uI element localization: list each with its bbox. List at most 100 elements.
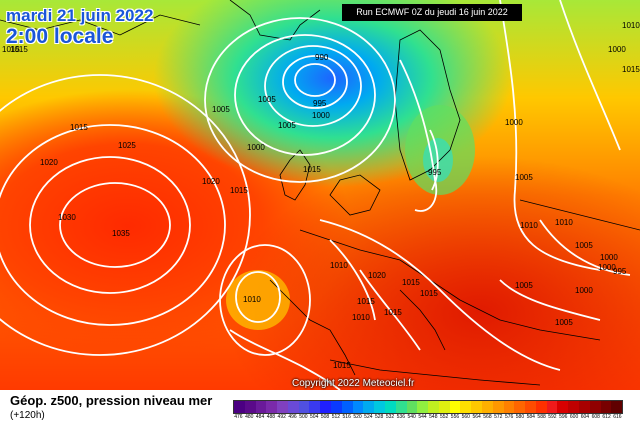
- isobar-label: 1015: [402, 278, 420, 287]
- color-swatch: [546, 401, 558, 413]
- isobar-label: 995: [428, 168, 442, 177]
- legend-subtitle: (+120h): [10, 410, 45, 421]
- color-swatch: [557, 401, 569, 413]
- isobar-label: 1015: [2, 45, 20, 54]
- forecast-time: 2:00 locale: [6, 25, 114, 48]
- isobar-label: 1015: [10, 45, 28, 54]
- legend-title: Géop. z500, pression niveau mer: [10, 393, 213, 408]
- color-swatch: [449, 401, 461, 413]
- color-swatch: [611, 401, 623, 413]
- scale-tick-label: 528: [375, 414, 384, 420]
- isobar-label: 1010: [622, 21, 640, 30]
- scale-tick-label: 520: [353, 414, 362, 420]
- isobar-label: 1015: [384, 308, 402, 317]
- color-swatch: [374, 401, 385, 413]
- scale-tick-label: 576: [504, 414, 514, 420]
- isobar-label: 1010: [352, 313, 370, 322]
- isobar-label: 1015: [70, 123, 88, 132]
- scale-tick-label: 564: [472, 414, 481, 420]
- isobar-label: 1010: [243, 295, 261, 304]
- color-swatch: [277, 401, 288, 413]
- scale-tick-label: 540: [407, 414, 416, 420]
- scale-tick-label: 532: [385, 414, 395, 420]
- isobar-label: 995: [613, 267, 627, 276]
- color-swatch: [395, 401, 407, 413]
- isobar-label: 1000: [505, 118, 523, 127]
- color-swatch: [406, 401, 418, 413]
- color-swatch: [492, 401, 504, 413]
- color-swatch: [363, 401, 375, 413]
- color-swatch: [535, 401, 547, 413]
- scale-tick-label: 568: [483, 414, 492, 420]
- color-swatch: [525, 401, 536, 413]
- isobar-label: 1015: [622, 65, 640, 74]
- weather-map: 1015101510051005100599099510001000101010…: [0, 0, 640, 390]
- scale-tick-label: 476: [234, 414, 243, 420]
- isobar-label: 1005: [555, 318, 573, 327]
- isobar-label: 1000: [575, 286, 593, 295]
- isobars: [0, 0, 630, 390]
- scale-tick-label: 524: [364, 414, 373, 420]
- scale-tick-label: 608: [591, 414, 600, 420]
- isobar-label: 1020: [368, 271, 386, 280]
- scale-tick-label: 600: [569, 414, 579, 420]
- color-swatch: [417, 401, 429, 413]
- copyright-label: Copyright 2022 Meteociel.fr: [292, 378, 415, 389]
- isobar-label: 1005: [258, 95, 276, 104]
- scale-tick-label: 508: [320, 414, 330, 420]
- scale-tick-label: 480: [245, 414, 254, 420]
- scale-tick-label: 516: [342, 414, 351, 420]
- scale-tick-label: 588: [537, 414, 546, 420]
- color-swatch: [352, 401, 364, 413]
- scale-tick-label: 592: [548, 414, 557, 420]
- isobar-label: 1010: [555, 218, 573, 227]
- isobar-label: 1015: [333, 361, 351, 370]
- scale-tick-label: 500: [299, 414, 308, 420]
- color-scale-ticks: 476 480 484 488 492 496 500 504 508 512 516 520 524 5…: [233, 414, 623, 420]
- color-swatch: [320, 401, 332, 413]
- isobar-label: 1005: [212, 105, 230, 114]
- color-scale-bar: [233, 400, 623, 414]
- scale-tick-label: 536: [396, 414, 405, 420]
- color-swatch: [460, 401, 472, 413]
- isobar-label: 1020: [202, 177, 220, 186]
- scale-tick-label: 544: [418, 414, 427, 420]
- color-swatch: [428, 401, 439, 413]
- scale-tick-label: 492: [277, 414, 286, 420]
- isobar-label: 1000: [608, 45, 626, 54]
- color-swatch: [287, 401, 299, 413]
- color-swatch: [438, 401, 450, 413]
- scale-tick-label: 504: [310, 414, 319, 420]
- color-swatch: [503, 401, 515, 413]
- color-swatch: [341, 401, 353, 413]
- isobar-label: 1010: [520, 221, 538, 230]
- isobar-label: 990: [315, 53, 329, 62]
- scale-tick-label: 488: [266, 414, 276, 420]
- isobar-label: 1000: [600, 253, 618, 262]
- isobar-label: 995: [313, 99, 327, 108]
- color-swatch: [384, 401, 396, 413]
- color-swatch: [589, 401, 601, 413]
- color-swatch: [514, 401, 526, 413]
- scale-tick-label: 556: [450, 414, 460, 420]
- color-swatch: [568, 401, 579, 413]
- model-run-label: Run ECMWF 0Z du jeudi 16 juin 2022: [342, 4, 522, 21]
- isobar-label: 1000: [312, 111, 330, 120]
- isobar-label: 1000: [598, 263, 616, 272]
- color-swatch: [331, 401, 342, 413]
- scale-tick-label: 596: [559, 414, 568, 420]
- color-swatch: [579, 401, 590, 413]
- color-swatch: [255, 401, 267, 413]
- isobar-label: 1030: [58, 213, 76, 222]
- isobar-label: 1020: [40, 158, 58, 167]
- isobar-label: 1015: [303, 165, 321, 174]
- isobar-label: 1015: [420, 289, 438, 298]
- scale-tick-label: 496: [288, 414, 297, 420]
- scale-tick-label: 616: [613, 414, 622, 420]
- color-swatch: [309, 401, 321, 413]
- color-swatch: [234, 401, 245, 413]
- scale-tick-label: 512: [331, 414, 341, 420]
- color-swatch: [298, 401, 310, 413]
- isobar-label: 1035: [112, 229, 130, 238]
- isobar-label: 1005: [575, 241, 593, 250]
